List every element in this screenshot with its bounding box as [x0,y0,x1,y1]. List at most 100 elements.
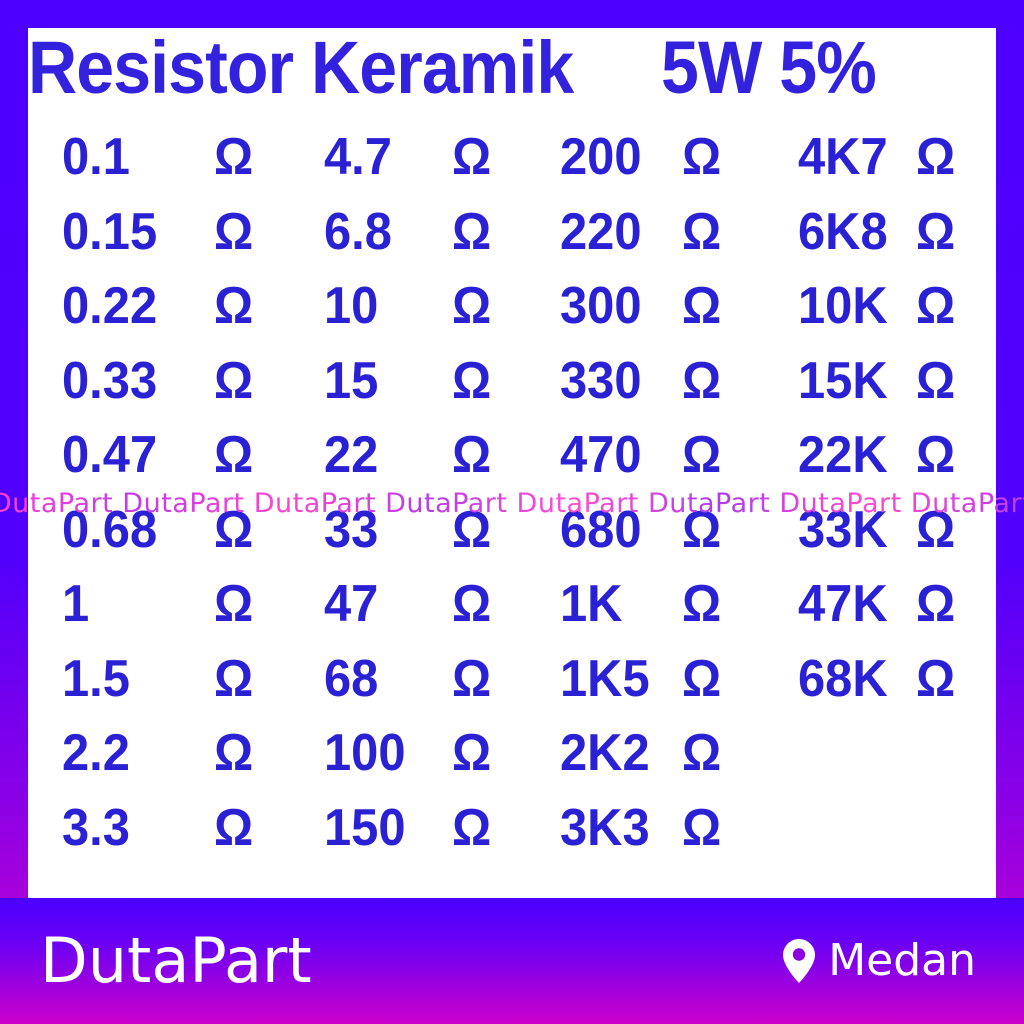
resistance-value: 1K5 [560,649,650,708]
value-cell: 6K8 Ω [798,195,955,269]
ohm-symbol: Ω [214,649,254,708]
resistance-value: 0.68 [62,500,158,559]
ohm-symbol: Ω [452,277,492,335]
value-cell: 1K Ω [560,567,721,641]
resistance-value: 680 [560,500,642,559]
ohm-symbol: Ω [452,724,492,782]
ohm-symbol: Ω [916,202,956,261]
ohm-symbol: Ω [682,724,722,782]
resistance-value: 0.15 [62,202,158,261]
value-cell: 100 Ω [324,716,491,790]
ohm-symbol: Ω [682,351,722,410]
resistance-value: 2.2 [62,724,130,782]
ohm-symbol: Ω [682,277,722,335]
resistance-value: 300 [560,277,642,335]
ohm-symbol: Ω [452,649,492,708]
ohm-symbol: Ω [452,128,492,186]
resistor-value-grid: 0.1 Ω 0.15 Ω 0.22 Ω 0.33 Ω 0.47 Ω 0.68 Ω 1 Ω 1.5 Ω 2.2 Ω 3… [28,120,968,880]
resistance-value: 0.33 [62,351,158,410]
ohm-symbol: Ω [682,128,722,186]
value-cell: 0.33 Ω [62,344,253,418]
resistance-value: 33K [798,500,888,559]
ohm-symbol: Ω [452,575,492,633]
resistance-value: 0.47 [62,426,158,484]
value-cell: 0.1 Ω [62,120,253,194]
page-title: Resistor Keramik 5W 5% [28,24,940,112]
ohm-symbol: Ω [452,426,492,484]
ohm-symbol: Ω [452,798,492,857]
footer-bar: DutaPart Medan [0,898,1024,1024]
store-location: Medan [782,938,986,984]
resistance-value: 22 [324,426,379,484]
value-cell: 220 Ω [560,195,721,269]
resistance-value: 1 [62,575,90,633]
resistance-value: 15K [798,351,888,410]
ohm-symbol: Ω [682,798,722,857]
ohm-symbol: Ω [214,277,254,335]
value-cell: 10K Ω [798,269,955,343]
value-cell: 0.22 Ω [62,269,253,343]
resistance-value: 68K [798,649,888,708]
value-cell: 330 Ω [560,344,721,418]
ohm-symbol: Ω [682,202,722,261]
ohm-symbol: Ω [214,724,254,782]
resistance-value: 150 [324,798,406,857]
ohm-symbol: Ω [682,575,722,633]
resistance-value: 15 [324,351,379,410]
value-cell: 0.15 Ω [62,195,253,269]
value-cell: 33 Ω [324,493,491,567]
ohm-symbol: Ω [452,351,492,410]
ohm-symbol: Ω [214,426,254,484]
location-label: Medan [828,935,976,986]
ohm-symbol: Ω [916,351,956,410]
resistance-value: 0.1 [62,128,130,186]
resistance-value: 6K8 [798,202,888,261]
ohm-symbol: Ω [452,500,492,559]
value-cell: 470 Ω [560,418,721,492]
value-cell: 68 Ω [324,642,491,716]
value-cell: 33K Ω [798,493,955,567]
value-cell: 6.8 Ω [324,195,491,269]
resistance-value: 3.3 [62,798,130,857]
resistance-value: 100 [324,724,406,782]
value-cell: 22K Ω [798,418,955,492]
value-cell: 47K Ω [798,567,955,641]
resistance-value: 1.5 [62,649,130,708]
value-cell: 2.2 Ω [62,716,253,790]
resistance-value: 47K [798,575,888,633]
resistance-value: 470 [560,426,642,484]
ohm-symbol: Ω [916,426,956,484]
value-cell: 3K3 Ω [560,791,721,865]
value-cell: 4.7 Ω [324,120,491,194]
ohm-symbol: Ω [682,426,722,484]
ohm-symbol: Ω [214,500,254,559]
resistance-value: 22K [798,426,888,484]
ohm-symbol: Ω [214,575,254,633]
value-cell: 300 Ω [560,269,721,343]
resistance-value: 330 [560,351,642,410]
resistance-value: 68 [324,649,379,708]
value-cell: 1.5 Ω [62,642,253,716]
title-product-name: Resistor Keramik [28,26,574,109]
location-pin-icon [783,939,816,983]
value-cell: 0.47 Ω [62,418,253,492]
value-cell: 200 Ω [560,120,721,194]
ohm-symbol: Ω [214,351,254,410]
resistance-value: 3K3 [560,798,650,857]
value-cell: 1K5 Ω [560,642,721,716]
value-cell: 2K2 Ω [560,716,721,790]
ohm-symbol: Ω [214,798,254,857]
ohm-symbol: Ω [682,649,722,708]
value-cell: 10 Ω [324,269,491,343]
value-cell: 47 Ω [324,567,491,641]
resistance-value: 0.22 [62,277,158,335]
ohm-symbol: Ω [682,500,722,559]
resistance-value: 33 [324,500,379,559]
ohm-symbol: Ω [916,128,956,186]
value-cell: 3.3 Ω [62,791,253,865]
resistance-value: 1K [560,575,623,633]
value-cell: 680 Ω [560,493,721,567]
resistance-value: 10 [324,277,379,335]
